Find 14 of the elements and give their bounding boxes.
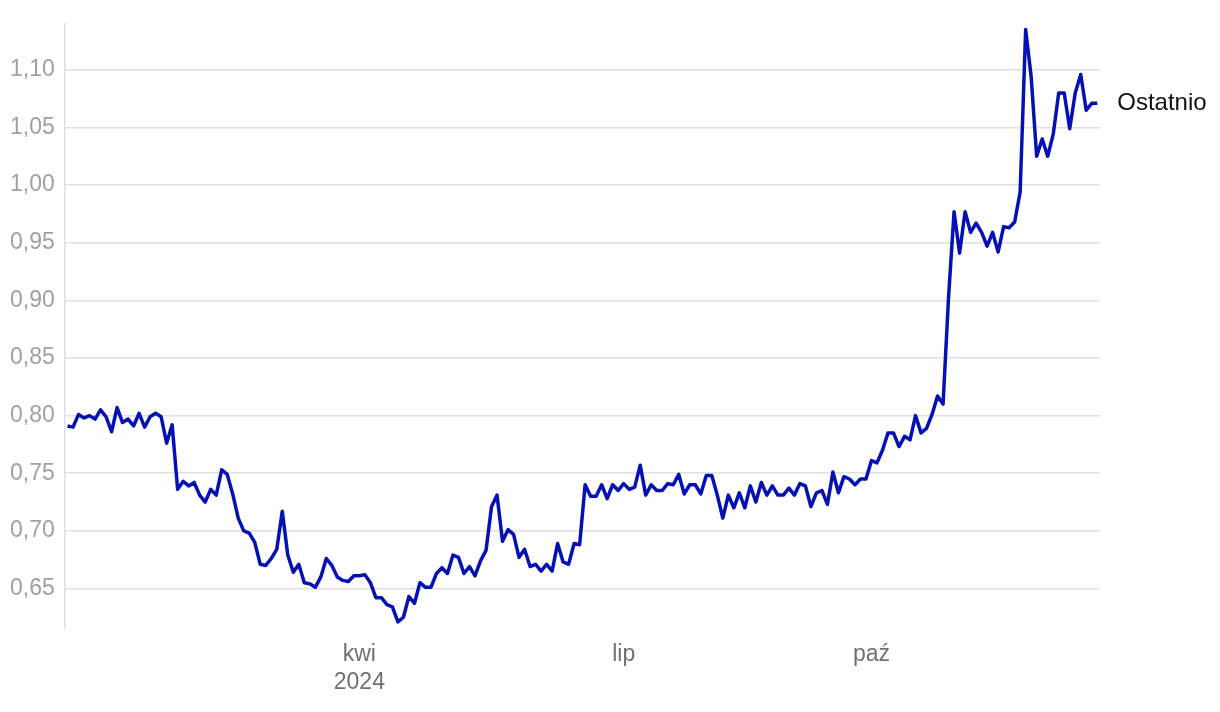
x-tick-label: paź xyxy=(852,639,891,666)
text: Ostatnio xyxy=(1117,87,1207,115)
y-tick-label: 0,85 xyxy=(10,343,55,370)
y-tick-label: 1,10 xyxy=(10,55,55,82)
y-tick-label: 0,70 xyxy=(10,516,55,543)
y-tick-label: 1,00 xyxy=(10,170,55,197)
y-tick-label: 0,90 xyxy=(10,285,55,312)
y-tick-label: 0,95 xyxy=(10,228,55,255)
y-tick-label: 0,75 xyxy=(10,458,55,485)
x-tick-label: lip xyxy=(612,639,636,666)
y-tick-label: 1,05 xyxy=(10,112,55,139)
y-tick-label: 0,80 xyxy=(10,400,55,427)
y-tick-label: 0,65 xyxy=(10,573,55,600)
x-tick-label: kwi 2024 xyxy=(333,639,386,694)
